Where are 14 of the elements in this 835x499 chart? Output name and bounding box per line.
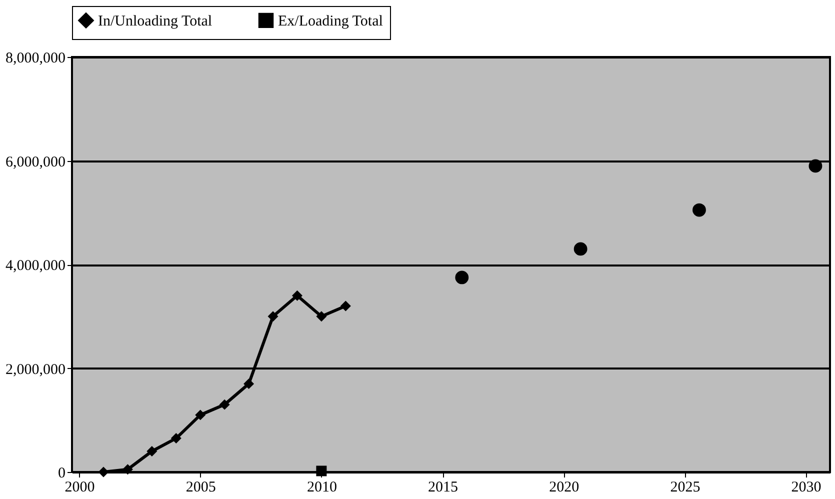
y-tick-label: 2,000,000 [6, 362, 66, 378]
y-tick-label: 4,000,000 [6, 258, 66, 274]
x-tick-label: 2020 [549, 480, 580, 496]
y-tick-label: 6,000,000 [6, 154, 66, 170]
x-tick-label: 2025 [670, 480, 700, 496]
x-tick-label: 2000 [64, 480, 95, 496]
legend-label: Ex/Loading Total [278, 13, 383, 30]
x-tick-label: 2015 [428, 480, 458, 496]
x-tick-label: 2005 [186, 480, 216, 496]
y-tick-label: 0 [58, 466, 66, 482]
legend-label: In/Unloading Total [98, 13, 212, 30]
x-tick-label: 2010 [306, 480, 337, 496]
x-tick-label: 2030 [791, 480, 822, 496]
y-tick-label: 8,000,000 [6, 50, 66, 66]
